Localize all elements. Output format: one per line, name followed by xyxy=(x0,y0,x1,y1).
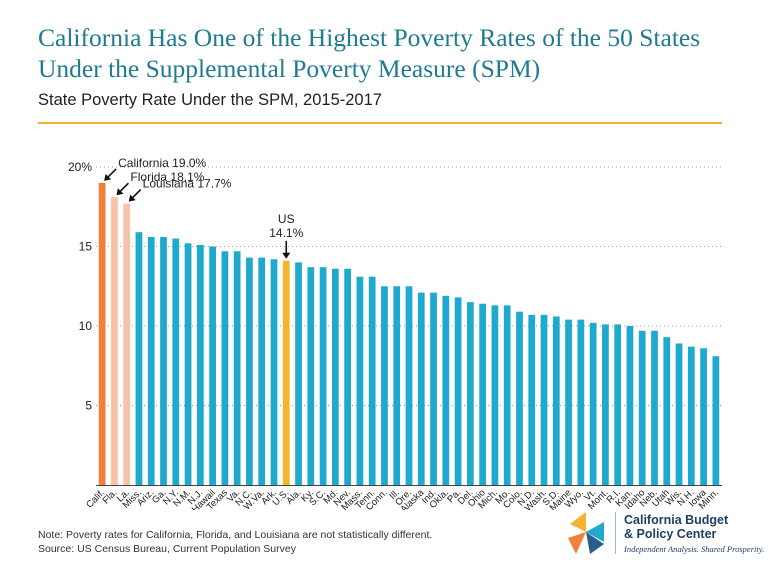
bar xyxy=(430,292,437,485)
bar xyxy=(479,303,487,485)
bar xyxy=(233,251,241,485)
cbpc-logo: California Budget & Policy Center Indepe… xyxy=(560,508,764,558)
annotation-arrowhead xyxy=(128,194,136,202)
annotation-label: California 19.0% xyxy=(118,156,206,170)
bar xyxy=(466,302,474,485)
annotation-label: US xyxy=(278,212,295,226)
bar xyxy=(651,330,658,485)
bar xyxy=(209,246,216,485)
logo-divider xyxy=(615,512,616,554)
bar xyxy=(98,182,106,485)
bar xyxy=(393,286,401,485)
bar xyxy=(160,236,167,485)
bar xyxy=(638,330,646,485)
bar xyxy=(331,268,339,485)
annotation-arrow xyxy=(118,182,129,193)
bar xyxy=(540,314,548,485)
bar xyxy=(184,243,192,485)
y-tick-label: 20% xyxy=(68,160,92,174)
annotation-arrowhead xyxy=(104,173,112,181)
annotation-arrow xyxy=(106,168,117,179)
annotation-label: 14.1% xyxy=(269,226,303,240)
logo-mark-icon xyxy=(568,512,604,554)
bar xyxy=(614,324,622,485)
bar xyxy=(454,297,462,485)
annotation-label: Florida 18.1% xyxy=(130,170,204,184)
bar xyxy=(589,322,597,485)
bar xyxy=(356,276,364,485)
source-text: Source: US Census Bureau, Current Popula… xyxy=(38,543,296,555)
bar xyxy=(221,251,229,485)
bar xyxy=(111,197,118,485)
annotation-label: Louisiana 17.7% xyxy=(143,177,232,191)
logo-name: California Budget & Policy Center xyxy=(624,513,729,541)
bar xyxy=(381,286,388,485)
bar xyxy=(270,259,278,485)
bar xyxy=(712,356,720,485)
bar xyxy=(319,267,327,485)
bar xyxy=(147,236,155,485)
bar xyxy=(687,346,695,485)
y-tick-label: 10 xyxy=(79,319,93,333)
bar xyxy=(405,286,413,485)
bar xyxy=(552,316,560,485)
bar xyxy=(516,311,523,485)
bar xyxy=(503,305,511,485)
bar-chart: 5101520%Calif.Fla.La.Miss.Ariz.Ga.N.Y.N.… xyxy=(68,156,722,510)
y-tick-label: 15 xyxy=(79,240,93,254)
bar xyxy=(602,324,609,485)
bar xyxy=(172,238,180,485)
bar xyxy=(675,343,683,485)
bar xyxy=(565,319,572,485)
bar xyxy=(368,276,376,485)
bar xyxy=(295,262,302,485)
y-tick-label: 5 xyxy=(85,399,92,413)
bar xyxy=(577,319,585,485)
chart-subtitle: State Poverty Rate Under the SPM, 2015-2… xyxy=(38,91,382,109)
bar xyxy=(123,203,131,485)
footnote: Note: Poverty rates for California, Flor… xyxy=(38,528,432,556)
title-divider xyxy=(38,122,722,124)
bar xyxy=(258,257,266,485)
bar xyxy=(344,268,352,485)
bar xyxy=(246,257,253,485)
bar xyxy=(417,292,425,485)
bar xyxy=(442,295,450,485)
annotation-arrowhead xyxy=(116,188,124,196)
annotation-arrow xyxy=(131,189,142,200)
logo-tagline: Independent Analysis. Shared Prosperity. xyxy=(624,544,765,554)
note-text: Note: Poverty rates for California, Flor… xyxy=(38,529,433,541)
bar xyxy=(626,326,634,485)
bar xyxy=(307,267,315,485)
bar xyxy=(700,348,707,485)
bar xyxy=(282,260,290,485)
annotation-arrowhead xyxy=(282,252,291,259)
bar xyxy=(528,314,536,485)
bar xyxy=(196,244,204,485)
bar xyxy=(663,337,671,485)
bar xyxy=(491,305,499,485)
bar xyxy=(135,232,143,485)
chart-title: California Has One of the Highest Povert… xyxy=(38,23,701,83)
